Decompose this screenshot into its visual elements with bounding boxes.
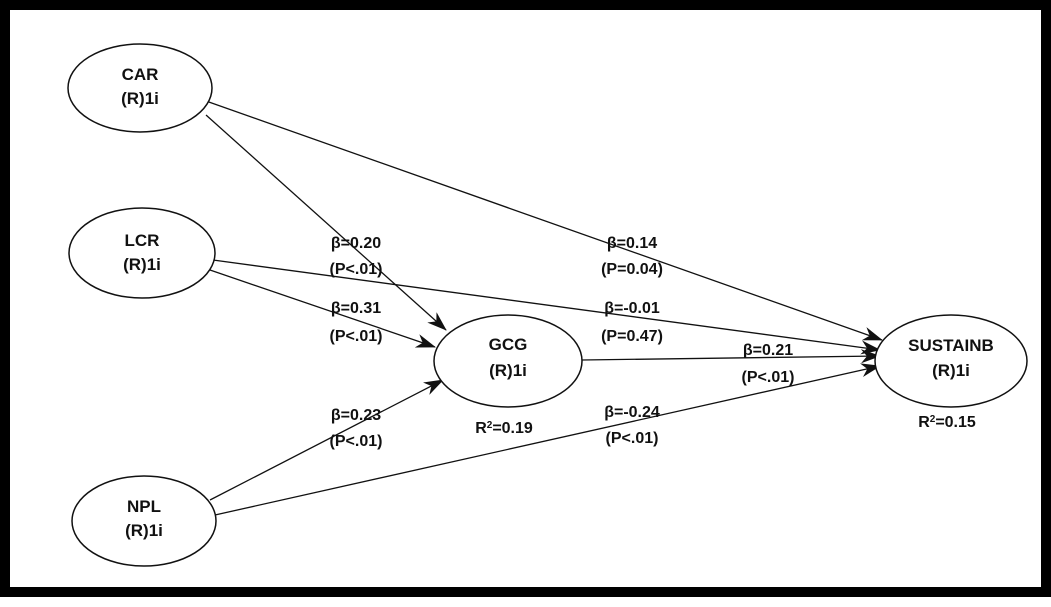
sustainb-r-squared: R2=0.15 bbox=[918, 414, 976, 432]
label-npl-to-sustainb: β=-0.24 (P<.01) bbox=[604, 404, 660, 447]
p-car-to-gcg: (P<.01) bbox=[330, 261, 383, 278]
node-sustainb-name: SUSTAINB bbox=[908, 336, 994, 355]
node-npl-name: NPL bbox=[127, 497, 161, 516]
path-car-to-gcg bbox=[205, 114, 447, 331]
p-npl-to-gcg: (P<.01) bbox=[330, 433, 383, 450]
label-npl-to-gcg: β=0.23 (P<.01) bbox=[330, 407, 383, 450]
node-gcg-name: GCG bbox=[489, 335, 528, 354]
path-gcg-to-sustainb bbox=[581, 349, 881, 364]
node-gcg-subtitle: (R)1i bbox=[489, 361, 527, 380]
node-sustainb: SUSTAINB (R)1i bbox=[874, 314, 1028, 408]
p-npl-to-sustainb: (P<.01) bbox=[606, 430, 659, 447]
node-car-name: CAR bbox=[122, 65, 159, 84]
node-lcr-subtitle: (R)1i bbox=[123, 255, 161, 274]
beta-gcg-to-sustainb: β=0.21 bbox=[743, 342, 793, 359]
p-lcr-to-sustainb: (P=0.47) bbox=[601, 328, 663, 345]
label-lcr-to-sustainb: β=-0.01 (P=0.47) bbox=[601, 300, 663, 345]
path-lcr-to-sustainb bbox=[212, 259, 881, 355]
node-car: CAR (R)1i bbox=[67, 43, 213, 133]
node-car-subtitle: (R)1i bbox=[121, 89, 159, 108]
node-gcg: GCG (R)1i bbox=[433, 314, 583, 408]
path-lcr-to-gcg bbox=[209, 269, 436, 348]
path-npl-to-gcg bbox=[209, 379, 444, 501]
node-lcr-name: LCR bbox=[125, 231, 160, 250]
path-diagram: CAR (R)1i LCR (R)1i NPL (R)1i GCG (R)1i … bbox=[67, 43, 1028, 567]
node-npl: NPL (R)1i bbox=[71, 475, 217, 567]
beta-npl-to-sustainb: β=-0.24 bbox=[604, 404, 660, 421]
path-npl-to-sustainb bbox=[214, 363, 881, 516]
label-car-to-sustainb: β=0.14 (P=0.04) bbox=[601, 235, 663, 278]
beta-npl-to-gcg: β=0.23 bbox=[331, 407, 381, 424]
node-sustainb-subtitle: (R)1i bbox=[932, 361, 970, 380]
beta-lcr-to-gcg: β=0.31 bbox=[331, 300, 381, 317]
label-car-to-gcg: β=0.20 (P<.01) bbox=[330, 235, 383, 278]
p-lcr-to-gcg: (P<.01) bbox=[330, 328, 383, 345]
label-gcg-to-sustainb: β=0.21 (P<.01) bbox=[742, 342, 795, 386]
label-lcr-to-gcg: β=0.31 (P<.01) bbox=[330, 300, 383, 345]
node-lcr: LCR (R)1i bbox=[68, 207, 216, 299]
node-npl-subtitle: (R)1i bbox=[125, 521, 163, 540]
p-gcg-to-sustainb: (P<.01) bbox=[742, 369, 795, 386]
path-car-to-sustainb bbox=[205, 100, 883, 341]
gcg-r-squared: R2=0.19 bbox=[475, 420, 533, 438]
p-car-to-sustainb: (P=0.04) bbox=[601, 261, 663, 278]
beta-lcr-to-sustainb: β=-0.01 bbox=[604, 300, 660, 317]
beta-car-to-sustainb: β=0.14 bbox=[607, 235, 657, 252]
beta-car-to-gcg: β=0.20 bbox=[331, 235, 381, 252]
